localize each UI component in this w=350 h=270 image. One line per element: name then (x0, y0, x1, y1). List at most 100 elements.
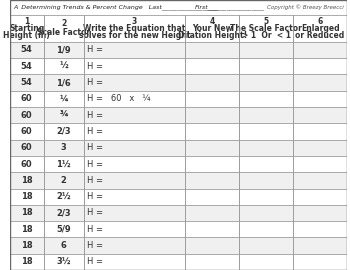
Bar (239, 91, 293, 107)
Bar (185, 172, 239, 188)
Text: H =: H = (88, 143, 103, 152)
Bar (84, 221, 185, 237)
Bar (239, 140, 293, 156)
Text: First__________________: First__________________ (195, 5, 265, 10)
Bar (293, 15, 347, 42)
Bar (10, 254, 43, 270)
Bar (84, 254, 185, 270)
Bar (10, 205, 43, 221)
Bar (185, 123, 239, 140)
Text: 2½: 2½ (56, 192, 71, 201)
Text: 18: 18 (21, 257, 33, 266)
Text: H =: H = (88, 127, 103, 136)
Text: 18: 18 (21, 176, 33, 185)
Bar (84, 172, 185, 188)
Bar (239, 15, 293, 42)
Text: 5: 5 (264, 17, 269, 26)
Text: 54: 54 (21, 46, 33, 55)
Text: 18: 18 (21, 208, 33, 217)
Bar (43, 172, 84, 188)
Bar (185, 205, 239, 221)
Text: 18: 18 (21, 241, 33, 250)
Bar (185, 75, 239, 91)
Bar (10, 42, 43, 58)
Text: H =: H = (88, 46, 103, 55)
Bar (293, 221, 347, 237)
Bar (10, 75, 43, 91)
Text: Height (in): Height (in) (3, 31, 50, 40)
Text: 6: 6 (61, 241, 67, 250)
Bar (185, 140, 239, 156)
Text: Enlarged: Enlarged (301, 24, 340, 33)
Bar (293, 123, 347, 140)
Text: > 1  Or  < 1: > 1 Or < 1 (241, 31, 290, 40)
Text: 5/9: 5/9 (56, 225, 71, 234)
Bar (185, 15, 239, 42)
Text: Copyright © Breezy Breecci: Copyright © Breezy Breecci (267, 5, 344, 10)
Bar (84, 123, 185, 140)
Bar (293, 254, 347, 270)
Bar (239, 237, 293, 254)
Text: 54: 54 (21, 62, 33, 71)
Bar (10, 156, 43, 172)
Bar (293, 188, 347, 205)
Bar (84, 107, 185, 123)
Text: 2: 2 (61, 19, 66, 28)
Bar (10, 237, 43, 254)
Bar (10, 0, 347, 15)
Bar (293, 42, 347, 58)
Bar (239, 107, 293, 123)
Text: H =: H = (88, 111, 103, 120)
Text: Write the Equation that: Write the Equation that (83, 24, 186, 33)
Bar (84, 58, 185, 75)
Text: H =: H = (88, 225, 103, 234)
Bar (84, 205, 185, 221)
Bar (293, 156, 347, 172)
Bar (239, 42, 293, 58)
Bar (10, 172, 43, 188)
Bar (185, 188, 239, 205)
Text: 60: 60 (21, 127, 33, 136)
Text: H =: H = (88, 62, 103, 71)
Bar (43, 42, 84, 58)
Text: The Scale Factor: The Scale Factor (230, 24, 302, 33)
Bar (10, 140, 43, 156)
Bar (185, 107, 239, 123)
Bar (43, 58, 84, 75)
Bar (293, 107, 347, 123)
Bar (239, 205, 293, 221)
Text: 60: 60 (21, 160, 33, 168)
Bar (84, 42, 185, 58)
Bar (185, 42, 239, 58)
Bar (239, 254, 293, 270)
Text: 4: 4 (210, 17, 215, 26)
Text: solves for the new Height: solves for the new Height (79, 31, 190, 40)
Bar (43, 123, 84, 140)
Text: 1: 1 (24, 17, 29, 26)
Bar (293, 91, 347, 107)
Text: 60: 60 (21, 111, 33, 120)
Text: or Reduced: or Reduced (295, 31, 345, 40)
Bar (239, 75, 293, 91)
Bar (293, 75, 347, 91)
Text: 60: 60 (21, 143, 33, 152)
Text: 54: 54 (21, 78, 33, 87)
Bar (43, 254, 84, 270)
Bar (293, 237, 347, 254)
Bar (43, 188, 84, 205)
Text: Your New: Your New (192, 24, 232, 33)
Bar (10, 188, 43, 205)
Text: ½: ½ (60, 62, 68, 71)
Bar (84, 140, 185, 156)
Bar (293, 205, 347, 221)
Bar (10, 123, 43, 140)
Bar (239, 123, 293, 140)
Text: Scale Factor: Scale Factor (37, 28, 90, 37)
Text: A  Determining Trends & Percent Change   Last__________________: A Determining Trends & Percent Change La… (13, 5, 218, 10)
Bar (185, 221, 239, 237)
Bar (293, 140, 347, 156)
Text: ¾: ¾ (60, 111, 68, 120)
Bar (84, 75, 185, 91)
Text: H =: H = (88, 78, 103, 87)
Bar (10, 58, 43, 75)
